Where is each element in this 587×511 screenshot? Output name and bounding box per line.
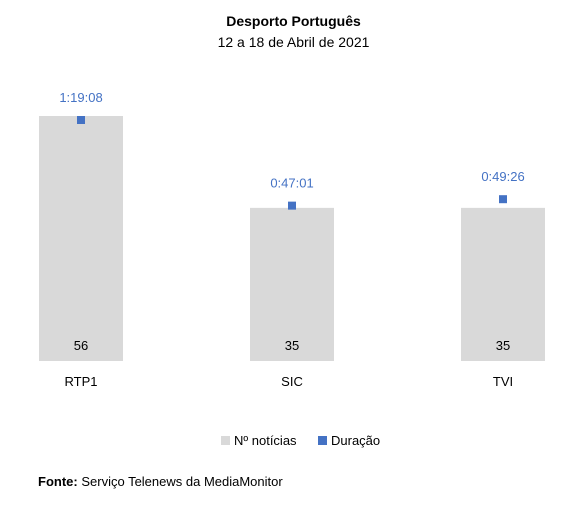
legend-label-noticias: Nº notícias (234, 433, 297, 448)
chart-subtitle: 12 a 18 de Abril de 2021 (217, 34, 370, 50)
duration-point-rtp1 (77, 116, 85, 124)
legend-swatch-duracao (318, 436, 327, 445)
duration-label: 0:47:01 (270, 176, 313, 191)
bar-value-label: 35 (285, 338, 299, 353)
x-tick-label: SIC (281, 374, 303, 389)
bar-sic (250, 207, 334, 361)
legend-swatch-noticias (221, 436, 230, 445)
bar-value-label: 35 (496, 338, 510, 353)
duration-point-tvi (499, 195, 507, 204)
footnote-text: Serviço Telenews da MediaMonitor (81, 474, 283, 489)
bar-value-label: 56 (74, 338, 88, 353)
bar-rtp1 (39, 116, 123, 361)
footnote-label: Fonte: (38, 474, 78, 489)
x-tick-label: TVI (493, 374, 513, 389)
duration-point-sic (288, 201, 296, 210)
footnote: Fonte: Serviço Telenews da MediaMonitor (38, 474, 283, 489)
chart-title: Desporto Português (226, 13, 361, 29)
duration-label: 0:49:26 (481, 169, 524, 184)
bar-tvi (461, 207, 545, 361)
x-tick-label: RTP1 (65, 374, 98, 389)
legend-label-duracao: Duração (331, 433, 380, 448)
duration-label: 1:19:08 (59, 90, 102, 105)
